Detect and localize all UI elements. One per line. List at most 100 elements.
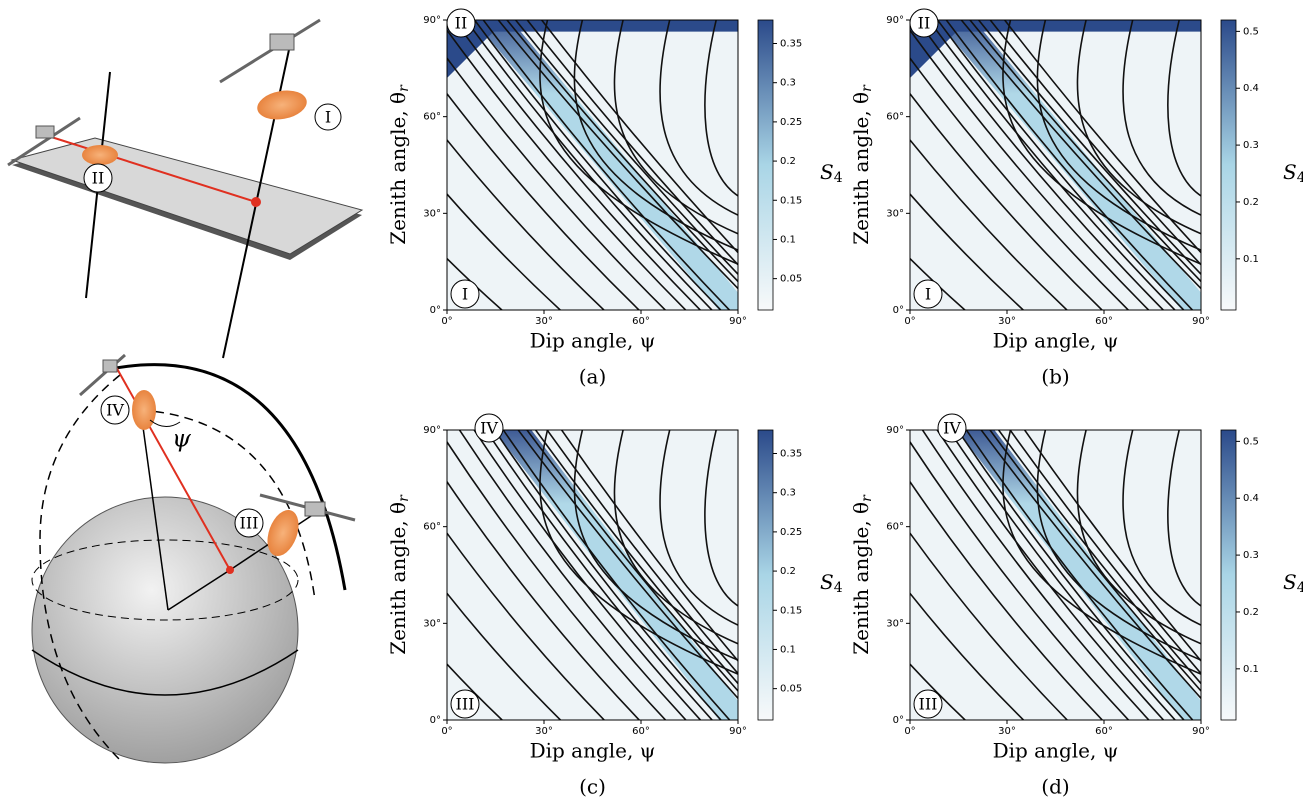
y-tick-label: 90°	[886, 15, 904, 26]
region-fill	[910, 20, 1201, 78]
colorbar-label: S4	[820, 570, 843, 597]
colorbar-label: S4	[1283, 570, 1303, 597]
contour-line	[447, 138, 606, 310]
contour-line	[1023, 430, 1201, 663]
contour-line	[936, 20, 1185, 310]
contour-line	[560, 430, 738, 663]
colorbar-tick-label: 0.15	[780, 605, 802, 616]
colorbar	[1220, 19, 1237, 311]
colorbar-label-sub: 4	[834, 170, 843, 186]
y-tick-label: 90°	[423, 15, 441, 26]
contour-line	[936, 430, 1165, 720]
y-tick-label: 60°	[886, 522, 904, 533]
contour-line	[977, 20, 1201, 276]
x-tick-label: 60°	[632, 316, 650, 327]
contour-line	[910, 28, 1150, 310]
colorbar	[757, 19, 774, 311]
plot-frame	[446, 19, 739, 311]
y-tick-label: 30°	[423, 208, 441, 219]
radius	[139, 404, 169, 611]
colorbar-tick-label: 0.3	[1243, 550, 1259, 561]
region-label-circle	[450, 689, 480, 719]
contour-line	[960, 20, 1201, 290]
contour-line	[1122, 430, 1201, 626]
contour-line	[910, 662, 967, 720]
contour-line	[989, 20, 1201, 266]
region-label: IV	[106, 401, 124, 420]
x-tick-label: 60°	[1095, 316, 1113, 327]
y-tick-label: 0°	[893, 305, 904, 316]
region-label-circle	[913, 689, 943, 719]
contour-line	[945, 20, 1194, 310]
contour-line	[447, 662, 504, 720]
contour-line	[921, 430, 1150, 720]
region-label: I	[925, 285, 931, 304]
colorbar-tick-label: 0.4	[1243, 493, 1259, 504]
contour-line	[1076, 20, 1201, 235]
colorbar-tick-label: 0.2	[780, 566, 796, 577]
region-label-circle	[474, 413, 504, 443]
irregularity	[267, 509, 299, 557]
x-tick-label: 0°	[441, 726, 452, 737]
contour-line	[453, 20, 702, 310]
y-axis-label: Zenith angle, θr	[386, 494, 413, 655]
contour-line	[1036, 430, 1201, 661]
colorbar-tick-label: 0.2	[1243, 607, 1259, 618]
x-tick-label: 30°	[535, 726, 553, 737]
region-label-circle	[913, 279, 943, 309]
contour-line	[613, 430, 738, 645]
contour-line	[447, 28, 687, 310]
contour-line	[473, 430, 702, 720]
equator	[31, 539, 299, 621]
region-label: III	[919, 695, 938, 714]
colorbar-tick-label: 0.05	[780, 274, 802, 285]
region-label-circle	[450, 279, 480, 309]
caption: (d)	[1041, 775, 1069, 799]
x-axis-label: Dip angle, ψ	[993, 739, 1119, 763]
irregularity	[82, 145, 118, 165]
contour-line	[1167, 430, 1201, 607]
colorbar-tick-label: 0.05	[780, 684, 802, 695]
contour-line	[447, 592, 562, 720]
contour-line	[497, 20, 738, 290]
illustration: I II III IV ψ	[7, 18, 364, 764]
contour-line	[1002, 20, 1201, 265]
contour-line	[910, 92, 1104, 310]
panel: 0° 30° 60° 90° 0° 30° 60° 90° Dip angle, ψ Zenith…	[386, 8, 843, 389]
contour-line	[514, 20, 738, 276]
colorbar-tick-label: 0.35	[780, 449, 802, 460]
contour-line	[910, 440, 1130, 720]
colorbar-tick-label: 0.1	[1243, 664, 1259, 675]
y-axis-label-main: Zenith angle, θ	[386, 92, 410, 245]
plate	[10, 137, 364, 255]
region-label: III	[456, 695, 475, 714]
angle-label: ψ	[172, 425, 192, 453]
y-axis-label-main: Zenith angle, θ	[849, 502, 873, 655]
contour-line	[956, 430, 1185, 720]
colorbar-tick-label: 0.3	[780, 488, 796, 499]
contour-line	[927, 20, 1176, 310]
contours	[910, 430, 1201, 720]
orbit	[39, 374, 121, 761]
region-label: II	[455, 14, 468, 33]
plot-frame	[909, 429, 1202, 721]
contour-line	[916, 20, 1165, 310]
x-tick-label: 60°	[632, 726, 650, 737]
contour-line	[493, 430, 722, 720]
colorbar-label-main: S	[820, 160, 834, 184]
contour-line	[910, 138, 1069, 310]
caption: (a)	[579, 365, 607, 389]
caption: (b)	[1041, 365, 1069, 389]
y-tick-label: 30°	[886, 618, 904, 629]
contour-line	[1122, 20, 1201, 216]
x-tick-label: 0°	[904, 726, 915, 737]
contour-line	[704, 430, 738, 607]
y-axis-label-sub: r	[859, 84, 875, 92]
colorbar-tick-label: 0.2	[780, 156, 796, 167]
y-tick-label: 90°	[423, 425, 441, 436]
colorbar-tick-label: 0.1	[1243, 254, 1259, 265]
region-fill	[447, 20, 738, 78]
colorbar	[1220, 429, 1237, 721]
